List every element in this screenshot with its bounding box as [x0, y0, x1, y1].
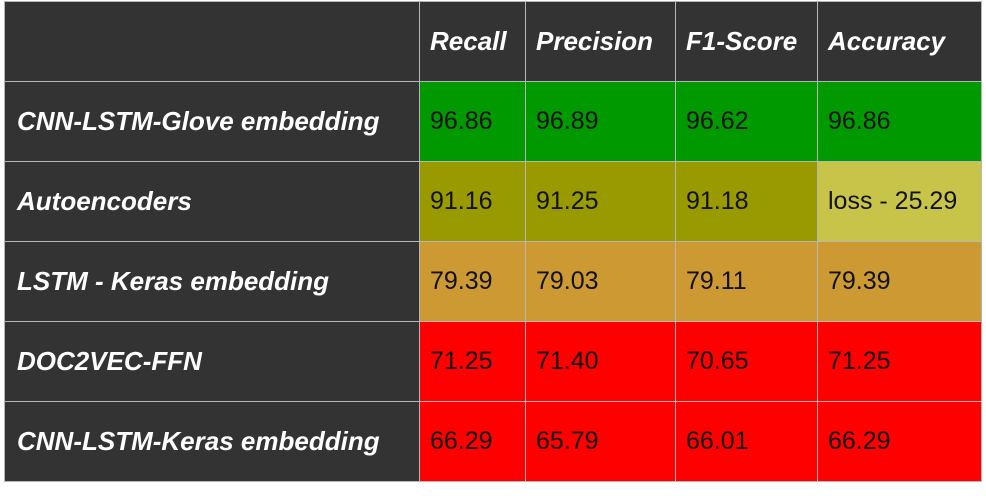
row-label: CNN-LSTM-Glove embedding [4, 81, 420, 162]
cell-f1-score: 70.65 [675, 321, 818, 402]
row-label: LSTM - Keras embedding [4, 241, 420, 322]
cell-precision: 96.89 [525, 81, 676, 162]
cell-precision: 71.40 [525, 321, 676, 402]
cell-f1-score: 91.18 [675, 161, 818, 242]
header-recall: Recall [419, 1, 526, 82]
cell-recall: 79.39 [419, 241, 526, 322]
header-f1-score: F1-Score [675, 1, 818, 82]
table-row: CNN-LSTM-Glove embedding 96.86 96.89 96.… [4, 81, 982, 162]
cell-accuracy: 96.86 [817, 81, 982, 162]
cell-recall: 96.86 [419, 81, 526, 162]
cell-f1-score: 96.62 [675, 81, 818, 162]
cell-recall: 91.16 [419, 161, 526, 242]
header-row: Recall Precision F1-Score Accuracy [4, 1, 982, 82]
header-corner [4, 1, 420, 82]
header-accuracy: Accuracy [817, 1, 982, 82]
table-row: CNN-LSTM-Keras embedding 66.29 65.79 66.… [4, 401, 982, 482]
row-label: Autoencoders [4, 161, 420, 242]
row-label: DOC2VEC-FFN [4, 321, 420, 402]
row-label: CNN-LSTM-Keras embedding [4, 401, 420, 482]
table-row: LSTM - Keras embedding 79.39 79.03 79.11… [4, 241, 982, 322]
cell-accuracy: loss - 25.29 [817, 161, 982, 242]
cell-accuracy: 66.29 [817, 401, 982, 482]
table-row: DOC2VEC-FFN 71.25 71.40 70.65 71.25 [4, 321, 982, 402]
cell-recall: 71.25 [419, 321, 526, 402]
cell-recall: 66.29 [419, 401, 526, 482]
cell-f1-score: 66.01 [675, 401, 818, 482]
table-row: Autoencoders 91.16 91.25 91.18 loss - 25… [4, 161, 982, 242]
cell-precision: 65.79 [525, 401, 676, 482]
cell-f1-score: 79.11 [675, 241, 818, 322]
cell-precision: 91.25 [525, 161, 676, 242]
cell-accuracy: 71.25 [817, 321, 982, 402]
results-table: Recall Precision F1-Score Accuracy CNN-L… [4, 1, 982, 482]
cell-precision: 79.03 [525, 241, 676, 322]
header-precision: Precision [525, 1, 676, 82]
cell-accuracy: 79.39 [817, 241, 982, 322]
